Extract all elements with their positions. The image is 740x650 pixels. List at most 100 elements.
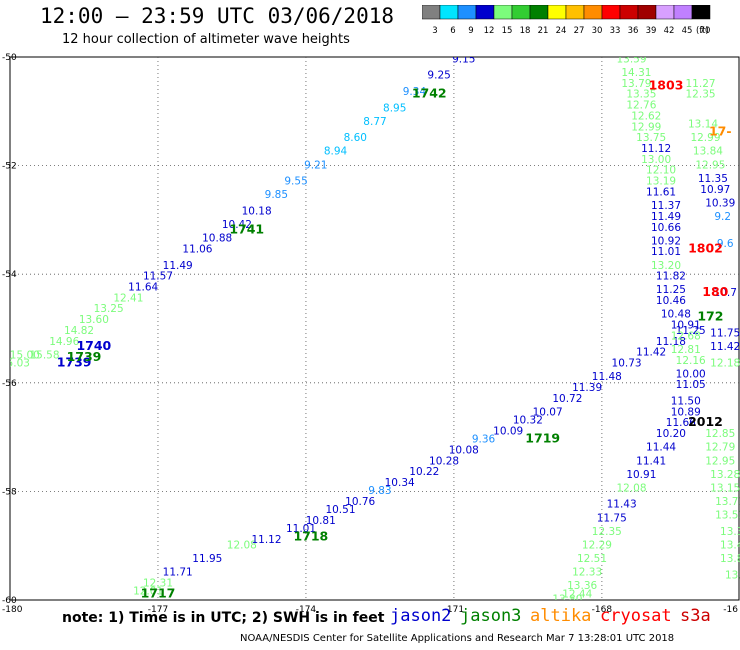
wave-height-value: 11.05 <box>676 379 706 391</box>
colorbar-tick-label: 45 <box>682 26 693 36</box>
colorbar-tick-label: 24 <box>556 26 567 36</box>
pass-id-label: 1742 <box>412 86 447 101</box>
colorbar-tick-label: 33 <box>610 26 621 36</box>
wave-height-value: 10.09 <box>493 425 523 437</box>
lat-tick-label: -54 <box>2 270 17 280</box>
lon-tick-label: -168 <box>592 605 613 615</box>
wave-height-value: 10.28 <box>429 455 459 467</box>
wave-height-value: 13.36 <box>567 580 597 592</box>
wave-height-value: 11.39 <box>572 382 602 394</box>
colorbar-tick-label: 70 <box>700 26 711 36</box>
lon-tick-label: -16 <box>723 605 738 615</box>
wave-height-value: 13.81 <box>720 553 740 565</box>
legend-cryosat: cryosat <box>600 606 672 626</box>
wave-height-value: 10.32 <box>513 415 543 427</box>
wave-height-value: 10.76 <box>345 496 375 508</box>
pass-id-label: 1803 <box>649 78 684 93</box>
wave-height-value: 8.60 <box>344 132 367 144</box>
wave-height-value: 10.20 <box>656 428 686 440</box>
wave-height-value: 8.94 <box>324 146 348 158</box>
pass-id-label: 1739 <box>57 355 92 370</box>
wave-height-value: 13.79 <box>621 78 651 90</box>
wave-height-value: 12.76 <box>626 100 656 112</box>
wave-height-value: 11.48 <box>592 371 622 383</box>
wave-height-value: 12.62 <box>631 110 661 122</box>
wave-height-value: 8.77 <box>363 116 386 128</box>
colorbar-tick-label: 3 <box>432 26 437 36</box>
wave-height-value: 15.58 <box>29 349 59 361</box>
wave-height-value: 10.08 <box>449 444 479 456</box>
wave-height-value: 12.44 <box>562 588 592 600</box>
wave-height-value: 9.6 <box>717 238 734 250</box>
lon-tick-label: -177 <box>148 605 168 615</box>
wave-height-value: 13.28 <box>710 469 740 481</box>
wave-height-value: 10.18 <box>242 205 272 217</box>
colorbar-tick-label: 15 <box>502 26 513 36</box>
wave-height-value: 10.07 <box>533 406 563 418</box>
colorbar-tick-label: 21 <box>538 26 549 36</box>
wave-height-value: 11.41 <box>636 455 666 467</box>
wave-height-value: 11.12 <box>641 143 671 155</box>
wave-height-value: 11.27 <box>686 78 716 90</box>
lat-tick-label: -56 <box>2 379 17 389</box>
wave-height-value: 11.50 <box>671 396 701 408</box>
wave-height-value: 12.81 <box>671 344 701 356</box>
chart-subtitle: 12 hour collection of altimeter wave hei… <box>62 32 350 47</box>
wave-height-value: 12.68 <box>671 330 701 342</box>
wave-height-value: 12.35 <box>592 526 622 538</box>
colorbar-tick-label: 36 <box>628 26 639 36</box>
wave-height-value: 12.95 <box>695 159 725 171</box>
wave-height-value: 11.82 <box>656 271 686 283</box>
wave-height-value: 12.10 <box>646 165 676 177</box>
wave-height-value: 12.99 <box>631 121 661 133</box>
wave-height-value: 11.71 <box>163 567 193 579</box>
wave-height-value: 12.51 <box>577 553 607 565</box>
wave-height-value: 11.49 <box>163 260 193 272</box>
pass-id-label: 172 <box>697 308 723 323</box>
colorbar-tick-label: 39 <box>646 26 657 36</box>
wave-height-value: 11.42 <box>636 347 666 359</box>
wave-height-value: 13.71 <box>715 496 740 508</box>
wave-height-value: 12.85 <box>705 428 735 440</box>
wave-height-value: 14.82 <box>64 325 94 337</box>
wave-height-value: 11.35 <box>698 173 728 185</box>
wave-height-value: 13.75 <box>636 132 666 144</box>
wave-height-value: 13.60 <box>79 314 109 326</box>
wave-height-value: 13.59 <box>616 53 646 65</box>
wave-height-value: 10.7 <box>714 287 737 299</box>
wave-height-value: 12.18 <box>710 358 740 370</box>
wave-height-value: 13.25 <box>94 303 124 315</box>
wave-height-value: 10.22 <box>409 466 439 478</box>
wave-height-value: 11.64 <box>128 281 158 293</box>
wave-height-value: 10.39 <box>705 197 735 209</box>
wave-height-value: 12.31 <box>143 577 173 589</box>
wave-height-value: 11.57 <box>143 271 173 283</box>
wave-height-value: 9.25 <box>427 70 450 82</box>
lon-tick-label: -171 <box>444 605 464 615</box>
note-text: note: 1) Time is in UTC; 2) SWH is in fe… <box>62 610 385 626</box>
wave-height-value: 15.00 <box>10 349 40 361</box>
wave-height-value: 13.15 <box>710 482 740 494</box>
wave-height-value: 10.66 <box>651 222 681 234</box>
wave-height-value: 14.96 <box>49 336 79 348</box>
wave-height-value: 10.88 <box>202 233 232 245</box>
wave-height-value: 11.25 <box>656 284 686 296</box>
wave-height-value: 12.08 <box>616 482 646 494</box>
wave-height-value: 9.2 <box>714 211 731 223</box>
legend-s3a: s3a <box>680 606 711 626</box>
pass-id-label: 1802 <box>688 240 723 255</box>
colorbar-tick-label: 9 <box>468 26 473 36</box>
wave-height-value: 9.85 <box>265 189 288 201</box>
wave-height-value: 13.35 <box>626 89 656 101</box>
wave-height-value: 11.18 <box>656 336 686 348</box>
credit-line: NOAA/NESDIS Center for Satellite Applica… <box>240 633 675 644</box>
wave-height-value: 12.29 <box>582 539 612 551</box>
pass-id-label: 1719 <box>525 431 560 446</box>
legend-jason3: jason3 <box>460 606 522 626</box>
wave-height-value: 10.46 <box>656 295 686 307</box>
wave-height-value: 11.66 <box>666 417 696 429</box>
wave-height-value: 10.72 <box>552 393 582 405</box>
wave-height-value: 10.34 <box>385 477 415 489</box>
wave-height-value: 11.61 <box>646 186 676 198</box>
legend-jason2: jason2 <box>390 606 452 626</box>
